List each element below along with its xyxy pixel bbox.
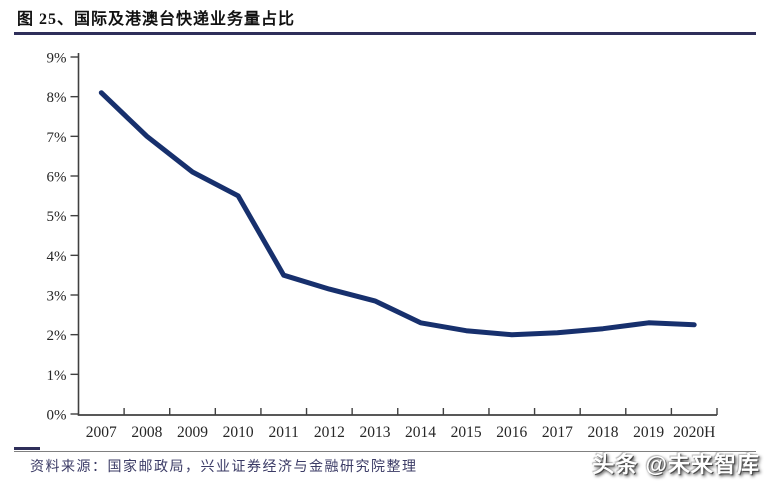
line-chart: 0% 1% 2% 3% 4% 5% 6% 7% 8% 9% 2007 2008 2009 2010 2011… — [47, 51, 718, 441]
y-tick-label: 7% — [47, 130, 67, 146]
x-tick-label: 2010 — [223, 424, 254, 441]
x-tick-label: 2007 — [86, 424, 117, 441]
x-tick-label: 2009 — [177, 424, 208, 441]
x-tick-label: 2014 — [405, 424, 436, 441]
x-tick-label: 2019 — [633, 424, 664, 441]
x-tick-label: 2015 — [451, 424, 482, 441]
x-tick-label: 2013 — [359, 424, 390, 441]
footer-accent — [14, 447, 40, 450]
y-tick-label: 8% — [47, 90, 67, 106]
series-line — [98, 90, 697, 338]
x-tick-label: 2008 — [131, 424, 162, 441]
y-tick-label: 6% — [47, 170, 67, 186]
y-tick-label: 5% — [47, 209, 67, 225]
title-rule — [14, 32, 756, 35]
watermark: 头条 @未来智库 — [592, 452, 760, 477]
y-tick-label: 3% — [47, 289, 67, 305]
footer-rule — [14, 451, 756, 452]
y-tick-label: 0% — [47, 408, 67, 424]
y-tick-label: 1% — [47, 368, 67, 384]
y-tick-label: 9% — [47, 51, 67, 67]
source-note: 资料来源：国家邮政局，兴业证券经济与金融研究院整理 — [30, 460, 418, 475]
x-tick-label: 2012 — [314, 424, 345, 441]
x-tick-label: 2020H — [673, 424, 715, 441]
y-tick-label: 4% — [47, 249, 67, 265]
x-tick-label: 2011 — [269, 424, 299, 441]
x-tick-label: 2016 — [496, 424, 527, 441]
y-tick-label: 2% — [47, 328, 67, 344]
x-tick-label: 2018 — [587, 424, 618, 441]
x-tick-label: 2017 — [542, 424, 573, 441]
figure-title: 图 25、国际及港澳台快递业务量占比 — [17, 11, 296, 28]
